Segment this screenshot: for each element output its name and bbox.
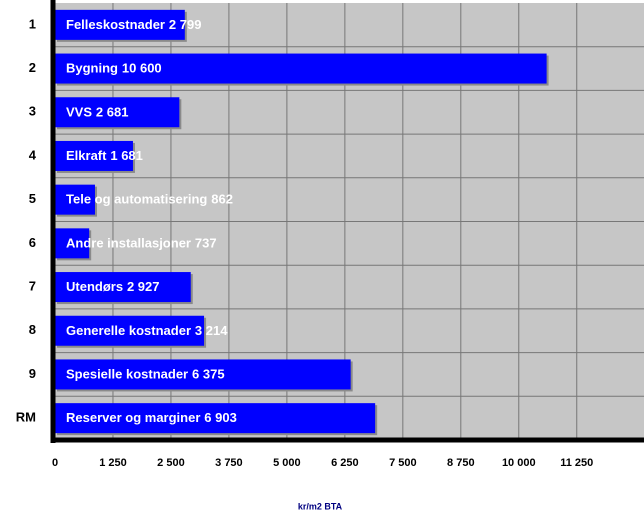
value-label: 2 681 bbox=[96, 105, 129, 120]
bar-name: Generelle kostnader bbox=[66, 323, 191, 338]
bar-name: Elkraft bbox=[66, 148, 107, 163]
bar bbox=[55, 403, 376, 434]
value-label: 862 bbox=[211, 192, 233, 207]
y-tick-label: RM bbox=[16, 410, 36, 425]
bar-label: Felleskostnader 2 799 bbox=[66, 17, 201, 32]
y-tick-label: 3 bbox=[29, 104, 36, 119]
bar-label: Elkraft 1 681 bbox=[66, 148, 143, 163]
y-tick-label: 1 bbox=[29, 16, 36, 31]
bar-name: VVS bbox=[66, 105, 92, 120]
x-tick-label: 0 bbox=[52, 457, 58, 469]
y-tick-label: 2 bbox=[29, 60, 36, 75]
x-tick-label: 1 250 bbox=[99, 457, 127, 469]
x-tick-label: 2 500 bbox=[157, 457, 185, 469]
x-axis-label: kr/m2 BTA bbox=[298, 501, 343, 511]
bar bbox=[55, 97, 180, 128]
x-tick-label: 5 000 bbox=[273, 457, 301, 469]
bar-name: Felleskostnader bbox=[66, 17, 165, 32]
y-tick-label: 6 bbox=[29, 235, 36, 250]
bar bbox=[55, 272, 191, 303]
bar-name: Spesielle kostnader bbox=[66, 367, 188, 382]
value-label: 2 927 bbox=[127, 279, 160, 294]
bar bbox=[55, 184, 95, 215]
x-tick-label: 7 500 bbox=[389, 457, 417, 469]
value-label: 10 600 bbox=[122, 61, 162, 76]
value-label: 6 903 bbox=[204, 411, 237, 426]
bar-name: Reserver og marginer bbox=[66, 411, 200, 426]
bar-label: Tele og automatisering 862 bbox=[66, 192, 233, 207]
x-tick-label: 8 750 bbox=[447, 457, 475, 469]
bar-label: Generelle kostnader 3 214 bbox=[66, 323, 228, 338]
value-label: 3 214 bbox=[195, 323, 228, 338]
value-label: 2 799 bbox=[169, 17, 202, 32]
bar-label: Bygning 10 600 bbox=[66, 61, 162, 76]
y-tick-label: 5 bbox=[29, 191, 36, 206]
value-label: 6 375 bbox=[192, 367, 225, 382]
bar bbox=[55, 228, 90, 259]
bar bbox=[55, 53, 547, 84]
value-label: 1 681 bbox=[110, 148, 143, 163]
y-tick-label: 8 bbox=[29, 322, 36, 337]
bar-name: Andre installasjoner bbox=[66, 236, 191, 251]
x-tick-label: 10 000 bbox=[502, 457, 536, 469]
bar-label: Andre installasjoner 737 bbox=[66, 236, 217, 251]
x-tick-label: 11 250 bbox=[560, 457, 593, 469]
y-tick-label: 4 bbox=[29, 147, 37, 162]
bar-label: Reserver og marginer 6 903 bbox=[66, 411, 237, 426]
value-label: 737 bbox=[195, 236, 217, 251]
y-tick-label: 9 bbox=[29, 366, 36, 381]
bar-label: Spesielle kostnader 6 375 bbox=[66, 367, 225, 382]
bar bbox=[55, 9, 185, 40]
bar-label: Utendørs 2 927 bbox=[66, 279, 160, 294]
bar-name: Bygning bbox=[66, 61, 118, 76]
bar-name: Utendørs bbox=[66, 279, 123, 294]
x-tick-label: 3 750 bbox=[215, 457, 243, 469]
bar bbox=[55, 315, 205, 346]
bar-name: Tele og automatisering bbox=[66, 192, 207, 207]
bar-label: VVS 2 681 bbox=[66, 105, 128, 120]
x-tick-label: 6 250 bbox=[331, 457, 359, 469]
bar bbox=[55, 140, 133, 171]
y-tick-label: 7 bbox=[29, 278, 36, 293]
bar bbox=[55, 359, 351, 390]
